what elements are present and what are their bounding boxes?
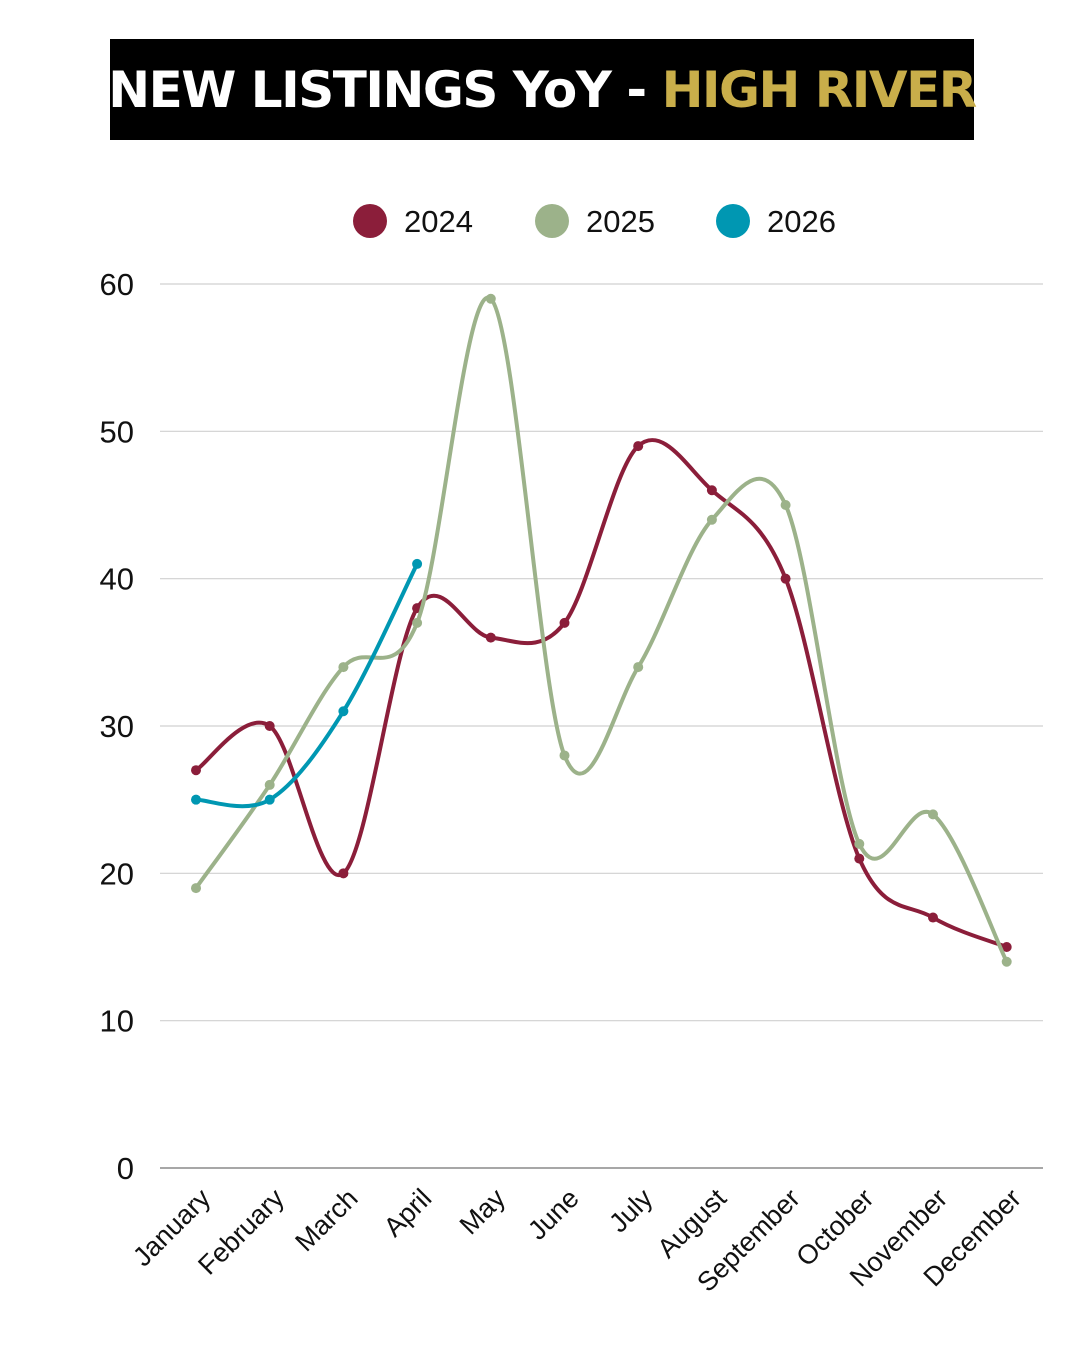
legend: 2024 2025 2026	[353, 204, 836, 239]
legend-label: 2025	[586, 204, 655, 239]
series-line-2024	[194, 438, 1009, 949]
data-point	[559, 617, 570, 628]
series-2026	[191, 558, 423, 809]
data-point	[1001, 942, 1012, 952]
data-point	[780, 573, 791, 584]
x-tick-label: May	[454, 1183, 512, 1241]
y-tick-label: 40	[100, 562, 134, 597]
data-point	[338, 662, 349, 673]
series-2025	[191, 293, 1012, 967]
data-point	[191, 765, 201, 776]
data-point	[559, 750, 570, 761]
legend-marker	[716, 204, 750, 238]
data-point	[485, 632, 496, 643]
chart-title-banner: NEW LISTINGS YoY - HIGH RIVER	[108, 39, 978, 140]
y-axis-tick-labels: 0 10 20 30 40 50 60	[100, 267, 134, 1186]
x-tick-label: March	[289, 1183, 363, 1257]
data-point	[264, 721, 275, 731]
data-point	[338, 868, 349, 879]
data-point	[412, 617, 423, 628]
series-line-2025	[194, 295, 1009, 964]
chart-title-location: HIGH RIVER	[661, 60, 978, 119]
legend-item-2025: 2025	[535, 204, 655, 239]
data-point	[854, 853, 865, 864]
y-tick-label: 0	[117, 1151, 134, 1186]
legend-label: 2026	[767, 204, 836, 239]
data-point	[854, 838, 865, 849]
legend-marker	[535, 204, 569, 238]
chart-title-main: NEW LISTINGS YoY	[108, 60, 612, 119]
data-point	[264, 779, 275, 790]
data-point	[780, 500, 791, 510]
y-tick-label: 30	[100, 709, 134, 744]
x-tick-label: April	[378, 1183, 437, 1242]
y-tick-label: 20	[100, 856, 134, 891]
data-point	[264, 794, 275, 805]
data-point	[928, 809, 938, 820]
y-tick-label: 10	[100, 1004, 134, 1039]
y-tick-label: 60	[100, 267, 134, 302]
legend-item-2024: 2024	[353, 204, 473, 239]
grid-lines	[160, 283, 1043, 1169]
legend-item-2026: 2026	[716, 204, 836, 239]
x-tick-label: July	[603, 1183, 659, 1239]
y-tick-label: 50	[100, 414, 134, 449]
data-point	[706, 514, 717, 525]
data-point	[928, 912, 938, 923]
series-2024	[191, 438, 1012, 952]
data-point	[191, 794, 201, 805]
x-tick-label: June	[522, 1183, 585, 1246]
legend-label: 2024	[404, 204, 473, 239]
chart-title-separator: -	[610, 60, 662, 119]
series-lines	[191, 293, 1012, 967]
data-point	[706, 485, 717, 496]
data-point	[633, 662, 644, 673]
data-point	[485, 293, 496, 304]
data-point	[191, 883, 201, 894]
data-point	[412, 558, 423, 569]
series-line-2026	[194, 561, 420, 809]
data-point	[338, 706, 349, 717]
data-point	[633, 441, 644, 452]
legend-marker	[353, 204, 387, 238]
data-point	[1001, 956, 1012, 967]
